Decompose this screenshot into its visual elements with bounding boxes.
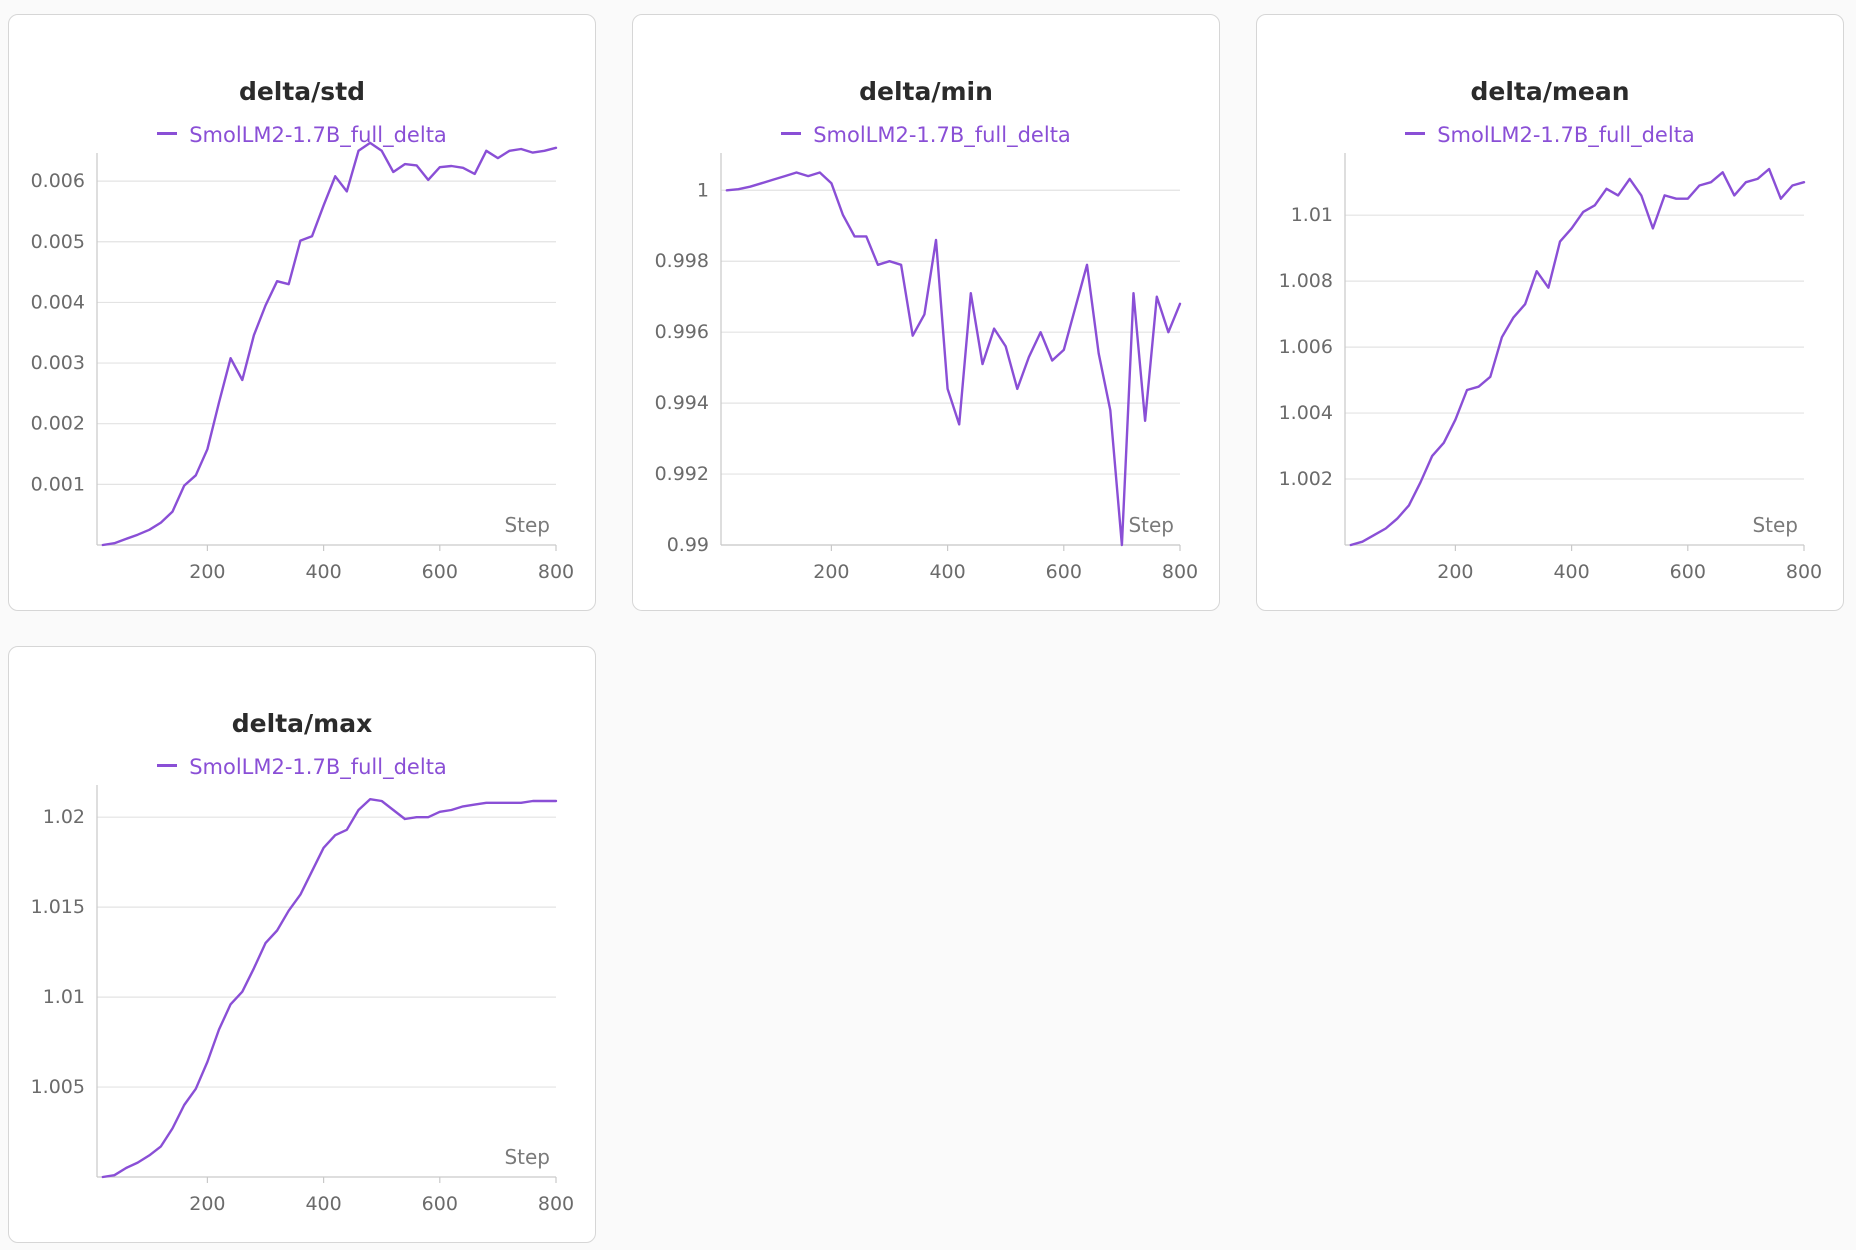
y-tick-label: 0.99: [667, 534, 709, 556]
y-tick-label: 1.004: [1279, 402, 1333, 424]
x-axis-label: Step: [1128, 513, 1174, 537]
y-tick-label: 1.01: [1291, 204, 1333, 226]
y-tick-label: 1: [697, 179, 709, 201]
legend-label: SmolLM2-1.7B_full_delta: [189, 755, 447, 779]
x-tick-label: 800: [538, 1193, 574, 1215]
chart-mean-svg: 1.002 1.004 1.006 1.008 1.01 200 400 600 800 Step: [1279, 153, 1822, 583]
x-tick-label: 200: [813, 561, 849, 583]
chart-panel-max: 1.005 1.01 1.015 1.02 200 400 600 800 Step delta…: [8, 646, 596, 1243]
chart-panel-min: 0.99 0.992 0.994 0.996 0.998 1 200 400 600 800 Ste…: [632, 14, 1220, 611]
y-tick-label: 1.02: [43, 806, 85, 828]
x-axis-label: Step: [504, 1145, 550, 1169]
chart-legend[interactable]: SmolLM2-1.7B_full_delta: [9, 755, 595, 779]
x-tick-label: 600: [1670, 561, 1706, 583]
x-tick-label: 400: [1553, 561, 1589, 583]
series-line[interactable]: [725, 171, 1182, 547]
x-axis-label: Step: [1752, 513, 1798, 537]
x-tick-label: 600: [422, 561, 458, 583]
y-tick-label: 0.002: [31, 413, 85, 435]
x-tick-label: 200: [189, 561, 225, 583]
x-tick-label: 800: [538, 561, 574, 583]
legend-swatch-icon: [781, 131, 802, 135]
y-tick-label: 0.003: [31, 352, 85, 374]
x-tick-label: 400: [305, 1193, 341, 1215]
chart-min-svg: 0.99 0.992 0.994 0.996 0.998 1 200 400 600 800 Ste…: [655, 153, 1198, 583]
y-tick-label: 0.994: [655, 392, 709, 414]
chart-title: delta/std: [238, 77, 366, 106]
legend-label: SmolLM2-1.7B_full_delta: [189, 123, 447, 147]
legend-swatch-icon: [1405, 131, 1426, 135]
chart-title: delta/min: [859, 77, 993, 106]
chart-legend[interactable]: SmolLM2-1.7B_full_delta: [9, 123, 595, 147]
y-tick-label: 1.008: [1279, 270, 1333, 292]
chart-legend[interactable]: SmolLM2-1.7B_full_delta: [1257, 123, 1843, 147]
chart-max-svg: 1.005 1.01 1.015 1.02 200 400 600 800 Step: [31, 785, 574, 1215]
y-tick-label: 1.005: [31, 1076, 85, 1098]
x-tick-label: 400: [305, 561, 341, 583]
y-tick-label: 0.005: [31, 231, 85, 253]
y-tick-label: 1.015: [31, 896, 85, 918]
y-tick-label: 0.996: [655, 321, 709, 343]
series-line[interactable]: [1349, 167, 1806, 547]
x-tick-label: 600: [422, 1193, 458, 1215]
x-tick-label: 800: [1162, 561, 1198, 583]
x-tick-label: 800: [1786, 561, 1822, 583]
y-tick-label: 1.002: [1279, 468, 1333, 490]
series-line[interactable]: [101, 797, 558, 1179]
legend-swatch-icon: [157, 763, 178, 767]
series-line[interactable]: [101, 141, 558, 547]
y-tick-label: 1.006: [1279, 336, 1333, 358]
chart-panel-mean: 1.002 1.004 1.006 1.008 1.01 200 400 600 800 Step…: [1256, 14, 1844, 611]
y-tick-label: 0.006: [31, 170, 85, 192]
legend-swatch-icon: [157, 131, 178, 135]
chart-title: delta/mean: [1470, 77, 1630, 106]
y-tick-label: 0.001: [31, 473, 85, 495]
chart-legend[interactable]: SmolLM2-1.7B_full_delta: [633, 123, 1219, 147]
chart-panel-std: 0.001 0.002 0.003 0.004 0.005 0.006 200 400 600 8…: [8, 14, 596, 611]
y-tick-label: 0.998: [655, 250, 709, 272]
x-tick-label: 600: [1046, 561, 1082, 583]
y-tick-label: 0.004: [31, 291, 85, 313]
y-tick-label: 0.992: [655, 463, 709, 485]
chart-title: delta/max: [231, 709, 373, 738]
legend-label: SmolLM2-1.7B_full_delta: [813, 123, 1071, 147]
chart-std-svg: 0.001 0.002 0.003 0.004 0.005 0.006 200 400 600 8…: [31, 141, 574, 583]
x-tick-label: 200: [1437, 561, 1473, 583]
y-tick-label: 1.01: [43, 986, 85, 1008]
x-tick-label: 200: [189, 1193, 225, 1215]
legend-label: SmolLM2-1.7B_full_delta: [1437, 123, 1695, 147]
x-tick-label: 400: [929, 561, 965, 583]
x-axis-label: Step: [504, 513, 550, 537]
